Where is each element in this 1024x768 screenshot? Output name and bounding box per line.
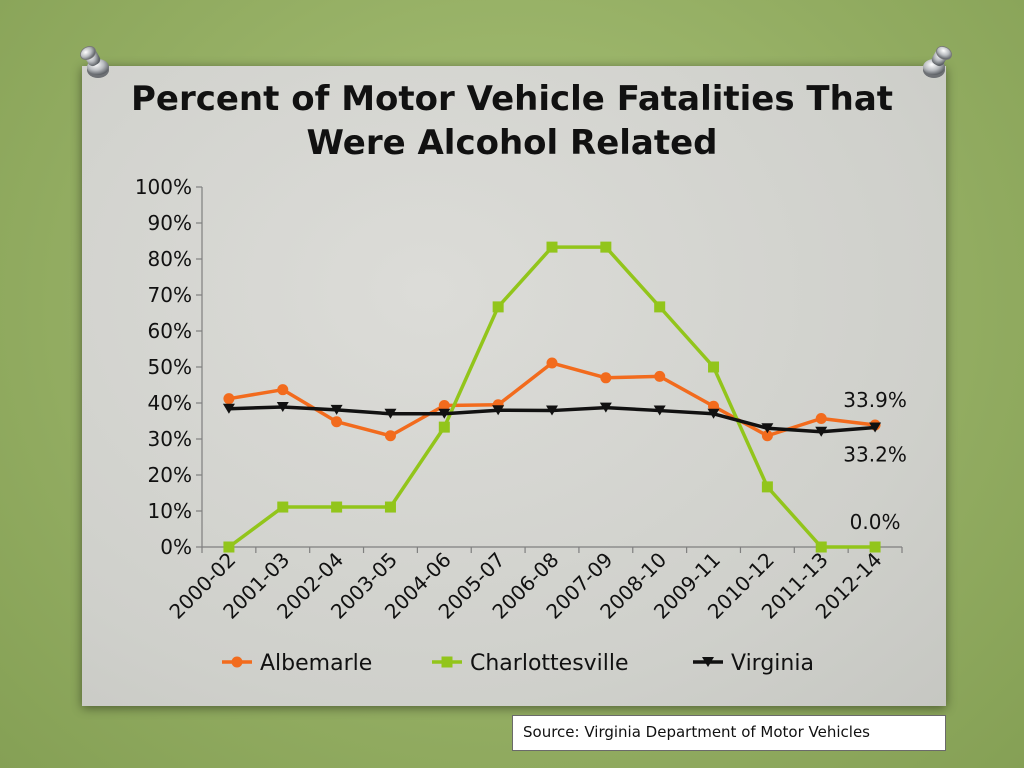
y-tick-label: 100%: [135, 175, 192, 199]
charlottesville-data-point: [761, 481, 773, 493]
source-note: Source: Virginia Department of Motor Veh…: [512, 715, 946, 751]
pushpin-right-icon: [923, 46, 952, 78]
pushpin-left-icon: [80, 46, 109, 78]
source-text: Source: Virginia Department of Motor Veh…: [523, 723, 870, 741]
chart-axes: 0%10%20%30%40%50%60%70%80%90%100%2000-02…: [135, 175, 903, 624]
chart-series: [222, 241, 882, 553]
charlottesville-data-point: [546, 241, 558, 253]
albemarle-series-line: [228, 361, 876, 438]
virginia-legend-label: Virginia: [731, 651, 814, 676]
chart-title-line: Percent of Motor Vehicle Fatalities That: [131, 79, 893, 119]
charlottesville-data-point: [654, 301, 666, 313]
virginia-data-point: [599, 402, 612, 413]
y-tick-label: 40%: [148, 391, 192, 415]
virginia-data-point: [330, 404, 343, 415]
charlottesville-data-point: [384, 501, 396, 513]
charlottesville-data-point: [331, 501, 343, 513]
virginia-data-point: [546, 405, 558, 416]
albemarle-data-point: [331, 416, 343, 428]
virginia-data-point: [384, 408, 397, 419]
virginia-data-point: [869, 422, 882, 433]
virginia-data-point: [276, 401, 289, 412]
virginia-data-label: 33.2%: [843, 442, 907, 466]
y-tick-label: 10%: [148, 499, 192, 523]
albemarle-data-point: [654, 370, 666, 382]
y-tick-label: 30%: [148, 427, 192, 451]
albemarle-data-point: [815, 412, 827, 424]
albemarle-data-point: [546, 357, 558, 369]
virginia-legend-marker: [702, 657, 714, 667]
y-tick-label: 20%: [148, 463, 192, 487]
chart-legend: Albemarle Charlottesville Virginia: [222, 651, 814, 676]
albemarle-data-point: [384, 430, 396, 442]
charlottesville-data-point: [438, 421, 450, 433]
charlottesville-legend-label: Charlottesville: [470, 651, 629, 676]
y-tick-label: 60%: [148, 319, 192, 343]
chart-data-labels: 33.9% 33.2% 0.0%: [843, 388, 907, 534]
charlottesville-data-point: [223, 541, 235, 553]
albemarle-data-point: [761, 430, 773, 442]
charlottesville-data-point: [815, 541, 827, 553]
y-tick-label: 70%: [148, 283, 192, 307]
virginia-data-point: [761, 423, 774, 434]
virginia-data-point: [815, 426, 828, 437]
chart-title-line: Were Alcohol Related: [306, 123, 717, 163]
virginia-data-point: [438, 408, 451, 419]
charlottesville-data-point: [277, 501, 289, 513]
virginia-data-point: [653, 405, 666, 416]
y-tick-label: 90%: [148, 211, 192, 235]
virginia-data-point: [492, 405, 505, 416]
virginia-data-point: [707, 408, 720, 419]
charlottesville-series-line: [227, 245, 876, 549]
y-tick-label: 50%: [148, 355, 192, 379]
albemarle-data-point: [223, 393, 235, 405]
charlottesville-data-point: [708, 361, 720, 373]
charlottesville-legend-marker: [441, 656, 453, 668]
chart-board: [82, 66, 946, 706]
albemarle-data-point: [600, 372, 612, 384]
albemarle-data-point: [277, 384, 289, 396]
charlottesville-data-point: [492, 301, 504, 313]
charlottesville-data-point: [869, 541, 881, 553]
albemarle-legend-marker: [231, 656, 243, 668]
albemarle-data-point: [438, 400, 450, 412]
charlottesville-data-label: 0.0%: [850, 510, 901, 534]
albemarle-data-label: 33.9%: [843, 388, 907, 412]
albemarle-legend-label: Albemarle: [260, 651, 372, 676]
y-tick-label: 80%: [148, 247, 192, 271]
chart-title: Percent of Motor Vehicle Fatalities That…: [131, 79, 893, 163]
virginia-data-point: [222, 403, 235, 414]
charlottesville-data-point: [600, 241, 612, 253]
y-tick-label: 0%: [160, 535, 192, 559]
